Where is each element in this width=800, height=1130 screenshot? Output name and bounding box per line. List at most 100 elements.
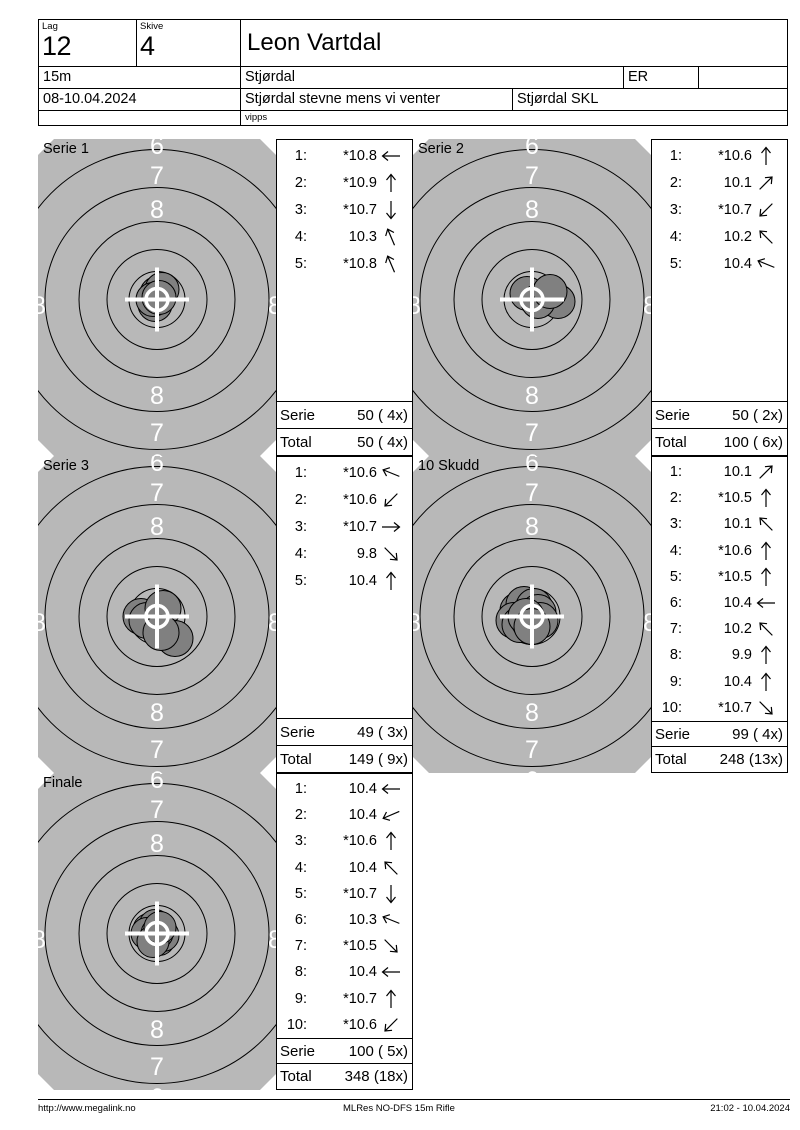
total-sum-row: Total 149 ( 9x) [277,745,412,772]
shot-value: *10.5 [718,490,752,507]
shot-lines-0: 1: *10.8 2: *10.9 3: *10.7 4: 10.3 5: *10.8 [277,140,412,401]
shot-value: 10.4 [348,964,377,981]
svg-text:7: 7 [150,479,164,507]
date-cell: 08-10.04.2024 [39,89,241,111]
skive-label: Skive [140,21,164,32]
serie-value: 49 ( 3x) [357,723,408,741]
shot-value: *10.6 [718,542,752,559]
panel-title: Serie 1 [43,141,89,157]
lag-value: 12 [42,31,72,61]
shot-row: 4: *10.6 [652,538,787,564]
shot-value: *10.7 [343,885,377,902]
serie-value: 50 ( 4x) [357,406,408,424]
shot-number: 2: [669,490,682,507]
svg-text:8: 8 [525,699,539,727]
shot-value: 10.4 [723,595,752,612]
shot-direction-arrow-icon [752,565,780,589]
shot-value: 10.4 [723,255,752,272]
shot-number: 3: [294,201,307,218]
total-value: 149 ( 9x) [348,750,408,768]
shot-row: 8: 10.4 [277,959,412,985]
shot-number: 2: [294,807,307,824]
shot-value: *10.9 [343,174,377,191]
shot-row: 2: 10.1 [652,169,787,196]
note-cell: vipps [241,111,787,125]
svg-text:8: 8 [38,926,46,954]
shot-direction-arrow-icon [752,670,780,694]
skive-cell: Skive 4 [137,20,241,67]
shot-row: 5: *10.5 [652,564,787,590]
serie-label: Serie [280,723,316,741]
shot-direction-arrow-icon [752,252,780,276]
svg-text:7: 7 [525,736,539,764]
shot-direction-arrow-icon [752,591,780,615]
shot-direction-arrow-icon [752,198,780,222]
class-cell: ER [624,67,699,89]
shot-direction-arrow-icon [377,461,405,485]
total-sum-row: Total 100 ( 6x) [652,428,787,455]
footer: http://www.megalink.no MLRes NO-DFS 15m … [38,1099,790,1114]
shot-row: 4: 9.8 [277,540,412,567]
shot-number: 3: [669,516,682,533]
shot-row: 9: *10.7 [277,986,412,1012]
svg-text:8: 8 [38,609,46,637]
total-sum-row: Total 248 (13x) [652,746,787,772]
shot-value: 10.1 [723,464,752,481]
shot-direction-arrow-icon [752,696,780,720]
shot-direction-arrow-icon [752,539,780,563]
shot-number: 1: [294,781,307,798]
shot-row: 1: 10.1 [652,459,787,485]
shot-row: 6: 10.4 [652,590,787,616]
shot-row: 3: *10.7 [277,196,412,223]
shot-value: 10.1 [723,516,752,533]
shot-number: 5: [669,255,682,272]
svg-text:7: 7 [150,736,164,764]
shot-direction-arrow-icon [752,617,780,641]
target-panel-serie-3: Serie 3 78888766 [38,456,276,773]
svg-text:8: 8 [150,382,164,410]
distance-value: 15m [43,69,72,85]
header-row-2: 15m Stjørdal ER [39,67,787,89]
shot-value: 10.2 [723,228,752,245]
shot-number: 3: [294,518,307,535]
svg-text:8: 8 [525,382,539,410]
svg-text:8: 8 [150,1016,164,1044]
shot-row: 5: 10.4 [652,250,787,277]
serie-value: 99 ( 4x) [732,725,783,743]
shot-number: 8: [669,647,682,664]
target-panel-serie-1: Serie 1 78888766 [38,139,276,456]
blank-cell [39,111,241,125]
shot-number: 6: [669,595,682,612]
shot-row: 3: *10.7 [652,196,787,223]
svg-text:7: 7 [150,162,164,190]
target-panel-10-skudd: 10 Skudd 78888766 [413,456,651,773]
shot-row: 2: *10.9 [277,169,412,196]
shot-direction-arrow-icon [752,512,780,536]
footer-url[interactable]: http://www.megalink.no [38,1103,136,1114]
event-cell: Stjørdal stevne mens vi venter [241,89,513,111]
shot-direction-arrow-icon [377,225,405,249]
target-panel-serie-2: Serie 2 78888766 [413,139,651,456]
shot-value: 10.2 [723,621,752,638]
total-value: 100 ( 6x) [723,433,783,451]
total-value: 348 (18x) [344,1068,408,1086]
shot-number: 1: [294,464,307,481]
shot-value: 10.4 [348,859,377,876]
shot-direction-arrow-icon [377,1013,405,1037]
shot-value: *10.8 [343,255,377,272]
svg-text:8: 8 [38,292,46,320]
svg-text:8: 8 [268,609,276,637]
shot-number: 8: [294,964,307,981]
shot-row: 3: *10.6 [277,828,412,854]
shot-value: *10.8 [343,147,377,164]
total-value: 248 (13x) [719,751,783,769]
shot-value: 10.4 [348,781,377,798]
shot-direction-arrow-icon [377,569,405,593]
shot-number: 7: [669,621,682,638]
serie-label: Serie [655,725,691,743]
svg-text:8: 8 [150,830,164,858]
shot-direction-arrow-icon [377,934,405,958]
shot-value: 9.9 [731,647,752,664]
shot-number: 1: [294,147,307,164]
shot-direction-arrow-icon [377,144,405,168]
